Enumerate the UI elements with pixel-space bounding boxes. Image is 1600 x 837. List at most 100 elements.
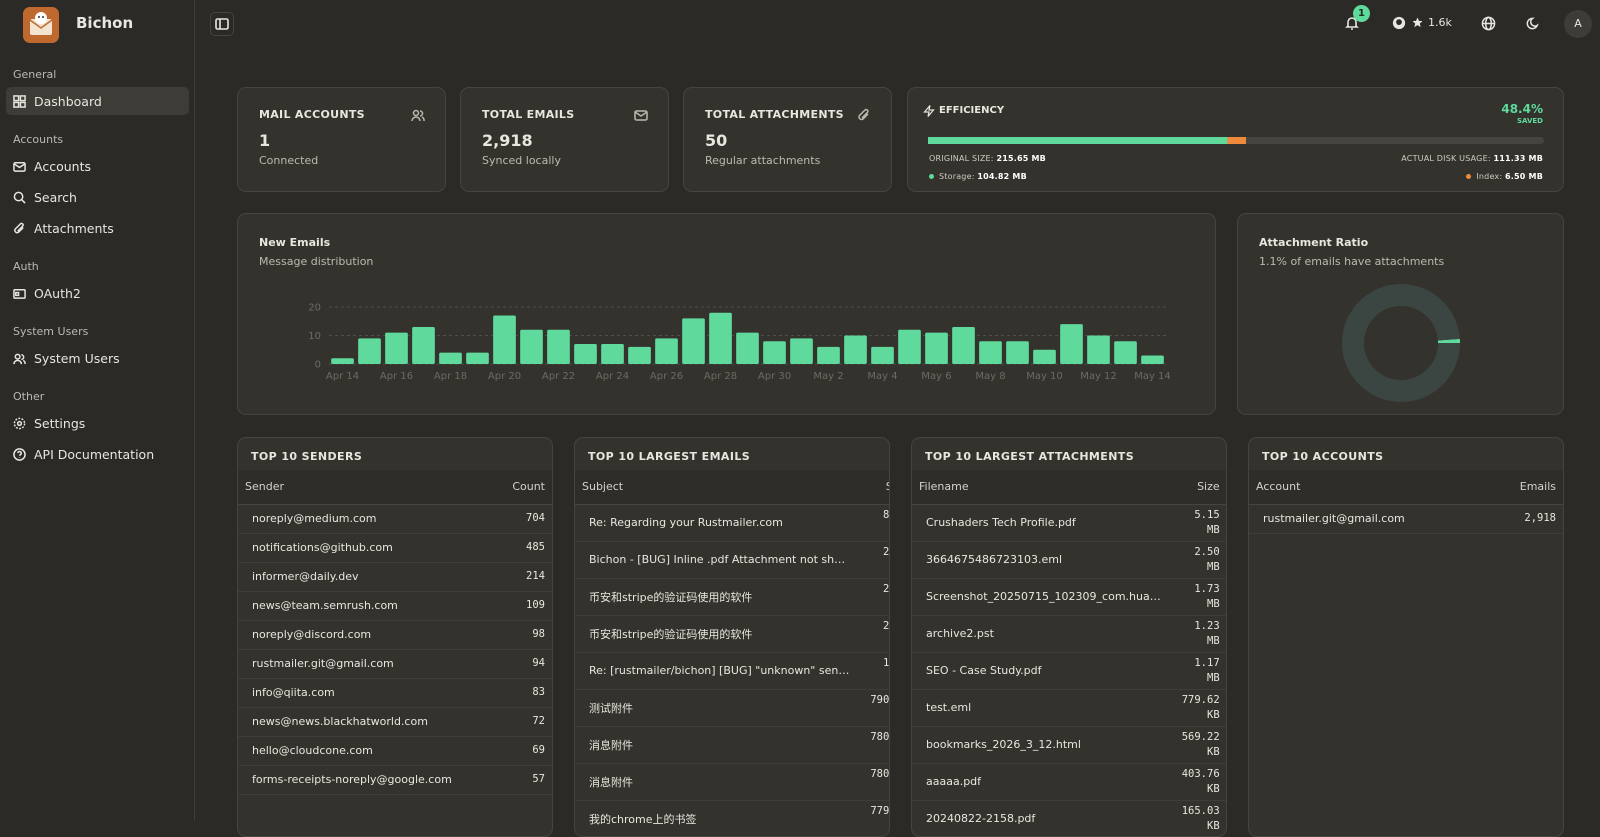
table-cell: 1.73 MB <box>1167 578 1226 616</box>
table-row: Bichon - [BUG] Inline .pdf Attachment no… <box>575 541 889 579</box>
theme-icon[interactable] <box>1526 16 1541 31</box>
column-header: Sender <box>238 470 482 505</box>
table-row: SEO - Case Study.pdf 1.17 MB <box>912 652 1226 690</box>
table-cell: rustmailer.git@gmail.com <box>238 649 482 679</box>
stat-icon <box>411 109 425 122</box>
column-header: Count <box>482 470 552 505</box>
table-cell: 780.63 KB <box>856 763 889 801</box>
table-cell: 3664675486723103.eml <box>912 541 1168 579</box>
table-row: info@qiita.com 83 <box>238 678 552 708</box>
table: Filename Size Crushaders Tech Profile.pdf 5… <box>912 470 1226 836</box>
table-row: noreply@discord.com 98 <box>238 620 552 650</box>
table-cell: test.eml <box>912 689 1168 727</box>
bar <box>601 344 624 364</box>
nav-item[interactable]: API Documentation <box>6 440 189 468</box>
table-cell: news@news.blackhatworld.com <box>238 707 482 737</box>
table-cell: 485 <box>482 533 552 563</box>
table-card: TOP 10 SENDERS Sender Count noreply@medium.… <box>237 437 553 837</box>
table-title: TOP 10 SENDERS <box>251 450 363 463</box>
table-row: news@news.blackhatworld.com 72 <box>238 707 552 737</box>
nav-item[interactable]: Attachments <box>6 214 189 242</box>
logo <box>23 7 59 43</box>
x-tick-label: May 4 <box>867 371 897 382</box>
nav-icon <box>13 191 26 204</box>
x-tick-label: Apr 14 <box>326 371 359 382</box>
nav-label: Dashboard <box>34 93 102 109</box>
language-icon[interactable] <box>1481 16 1496 31</box>
nav-item[interactable]: Search <box>6 183 189 211</box>
table-title: TOP 10 LARGEST ATTACHMENTS <box>925 450 1135 463</box>
table-cell: 我的chrome上的书签 <box>575 800 857 836</box>
stat-card: TOTAL EMAILS 2,918 Synced locally <box>460 87 669 192</box>
nav-icon <box>13 94 26 108</box>
nav-item[interactable]: Dashboard <box>6 87 189 115</box>
saved-label: SAVED <box>1517 117 1543 125</box>
nav-item[interactable]: OAuth2 <box>6 279 189 307</box>
table-cell: 测试附件 <box>575 689 857 727</box>
table-card: TOP 10 LARGEST EMAILS SubjectSizeRe: Rega… <box>574 437 890 837</box>
bar <box>547 329 570 364</box>
bar <box>979 341 1002 364</box>
nav-item[interactable]: Settings <box>6 409 189 437</box>
actual-value: 111.33 MB <box>1493 154 1543 163</box>
table-card: TOP 10 LARGEST ATTACHMENTS Filename Size Cr… <box>911 437 1227 837</box>
stat-caption: Regular attachments <box>705 154 821 167</box>
table-row: archive2.pst 1.23 MB <box>912 615 1226 653</box>
bar <box>844 335 867 364</box>
github-icon[interactable] <box>1392 16 1406 30</box>
nav-label: OAuth2 <box>34 285 81 301</box>
chart-subtitle: Message distribution <box>259 255 374 268</box>
bar <box>817 346 840 364</box>
avatar[interactable]: A <box>1564 10 1592 38</box>
table-cell: Bichon - [BUG] Inline .pdf Attachment no… <box>575 541 857 579</box>
bar <box>385 332 408 364</box>
bar <box>1114 341 1137 364</box>
table-cell: 165.03 KB <box>1167 800 1226 836</box>
table-cell: 790.86 KB <box>856 689 889 727</box>
stat-caption: Synced locally <box>482 154 561 167</box>
table-card: TOP 10 ACCOUNTS Account Emails rustmailer.g… <box>1248 437 1564 837</box>
bar <box>736 332 759 364</box>
table-cell: 1.23 MB <box>1167 615 1226 653</box>
bar <box>520 329 543 364</box>
index-label: Index: <box>1476 172 1503 181</box>
nav-icon <box>13 353 26 364</box>
table-cell: 5.15 MB <box>1167 504 1226 542</box>
chart-title: Attachment Ratio <box>1259 236 1369 249</box>
bar <box>952 326 975 364</box>
nav-item[interactable]: System Users <box>6 344 189 372</box>
bar <box>1087 335 1110 364</box>
nav-item[interactable]: Accounts <box>6 152 189 180</box>
table-cell: 109 <box>482 591 552 621</box>
table: Sender Count noreply@medium.com 704 notifica… <box>238 470 552 795</box>
nav: General Dashboard Accounts Accounts Search At… <box>0 50 195 471</box>
x-tick-label: Apr 24 <box>596 371 629 382</box>
bar <box>439 352 462 364</box>
table-cell: 779.62 KB <box>1167 689 1226 727</box>
index-legend: Index: 6.50 MB <box>1466 172 1543 181</box>
nav-icon <box>13 447 26 461</box>
nav-icon <box>13 288 26 299</box>
table-cell: archive2.pst <box>912 615 1168 653</box>
stat-caption: Connected <box>259 154 319 167</box>
header-row: SubjectSize <box>575 470 889 505</box>
stat-title: TOTAL EMAILS <box>482 108 575 121</box>
nav-label: Settings <box>34 415 86 431</box>
column-header: Subject <box>575 470 857 505</box>
table-title: TOP 10 LARGEST EMAILS <box>588 450 751 463</box>
header-row: Filename Size <box>912 470 1226 505</box>
bar <box>358 338 381 364</box>
sidebar-toggle[interactable] <box>210 12 234 36</box>
section-title: System Users <box>13 325 89 338</box>
bar <box>1060 324 1083 364</box>
x-tick-label: May 2 <box>813 371 843 382</box>
original-value: 215.65 MB <box>996 154 1046 163</box>
x-tick-label: May 14 <box>1134 371 1171 382</box>
x-tick-label: Apr 28 <box>704 371 737 382</box>
x-tick-label: May 6 <box>921 371 951 382</box>
saved-percent: 48.4% <box>1501 102 1543 116</box>
nav-icon <box>13 417 26 429</box>
